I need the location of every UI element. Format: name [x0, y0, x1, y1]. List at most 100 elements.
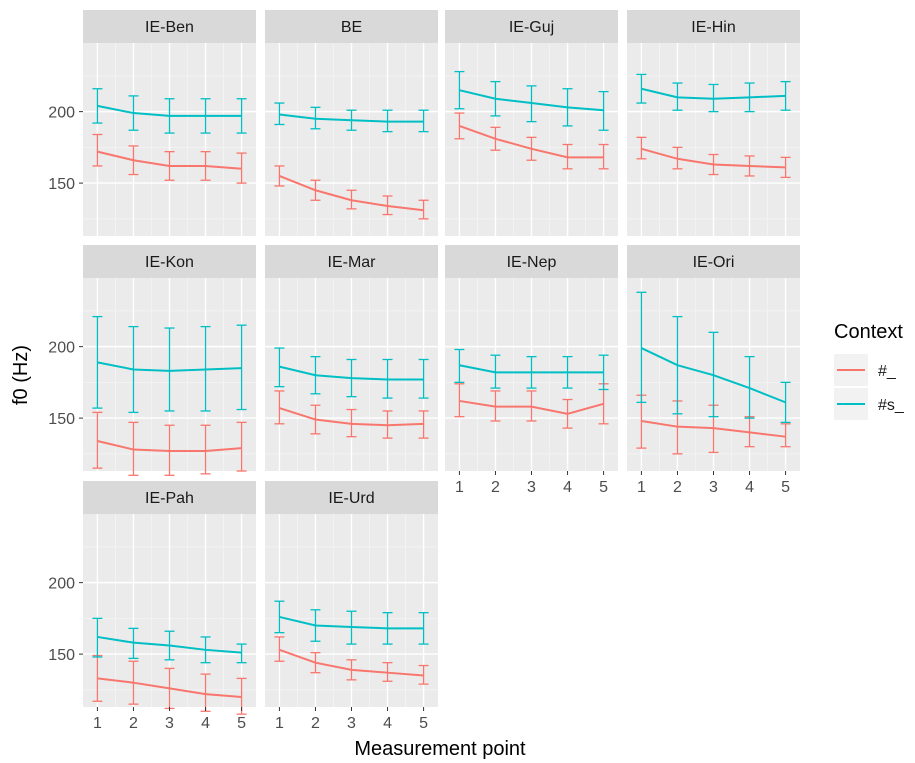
y-tick-label: 200: [48, 340, 75, 357]
series-hash: [274, 165, 429, 220]
facet-panel: IE-Nep: [445, 245, 618, 471]
facet-title: IE-Ben: [145, 19, 194, 36]
x-tick-label: 3: [347, 715, 356, 732]
x-tick-label: 3: [527, 479, 536, 496]
facet-strip: [445, 245, 618, 278]
x-tick-label: 4: [383, 715, 392, 732]
series-hash-s: [274, 347, 429, 399]
x-tick-label: 2: [491, 479, 500, 496]
facet-strip: [445, 10, 618, 43]
facet-panel: IE-Kon: [83, 245, 256, 476]
y-axis: 150 200 150 200 150 200: [48, 105, 83, 664]
series-line: [97, 150, 242, 170]
series-line: [97, 440, 242, 452]
y-tick-label: 150: [48, 176, 75, 193]
series-line: [279, 407, 424, 427]
x-tick-label: 1: [275, 715, 284, 732]
series-hash-s: [636, 73, 791, 113]
legend-label: #s_: [878, 397, 905, 414]
facet-strip: [627, 10, 800, 43]
facet-title: IE-Kon: [145, 254, 194, 271]
facet-title: IE-Mar: [328, 254, 377, 271]
x-tick-label: 1: [455, 479, 464, 496]
x-tick-label: 5: [237, 715, 246, 732]
facet-panel: IE-Ben: [83, 10, 256, 236]
series-line: [279, 113, 424, 123]
x-axis-title: Measurement point: [354, 738, 526, 760]
series-line: [459, 89, 604, 112]
series-hash-s: [454, 348, 609, 391]
legend: Context #_ #s_: [834, 321, 905, 420]
facet-panel: IE-Ori: [627, 245, 800, 471]
series-line: [279, 615, 424, 630]
series-hash: [454, 112, 609, 170]
series-hash: [454, 383, 609, 429]
y-tick-label: 150: [48, 411, 75, 428]
x-tick-label: 2: [311, 715, 320, 732]
series-line: [641, 87, 786, 100]
x-axis: 1 2 3 4 5 1 2 3 4 5 1 2 3 4 5 1 2 3 4 5: [93, 471, 790, 732]
facet-strip: [627, 245, 800, 278]
facet-panel: IE-Urd: [265, 481, 438, 707]
series-line: [641, 147, 786, 169]
y-tick-label: 150: [48, 647, 75, 664]
series-line: [97, 677, 242, 698]
series-hash: [274, 390, 429, 439]
x-tick-label: 5: [419, 715, 428, 732]
series-line: [97, 361, 242, 372]
chart-panels: IE-Ben BE IE-Guj IE-Hin IE-Kon IE-Mar IE-Nep IE…: [83, 10, 800, 715]
x-tick-label: 3: [709, 479, 718, 496]
series-hash-s: [274, 600, 429, 645]
series-hash-s: [92, 315, 247, 414]
facet-title: IE-Hin: [691, 19, 735, 36]
x-tick-label: 4: [201, 715, 210, 732]
facet-title: IE-Ori: [693, 254, 735, 271]
facet-title: BE: [341, 19, 362, 36]
series-line: [279, 648, 424, 677]
x-tick-label: 2: [673, 479, 682, 496]
series-hash-s: [274, 102, 429, 133]
series-line: [279, 175, 424, 212]
series-line: [459, 364, 604, 374]
x-tick-label: 3: [165, 715, 174, 732]
facet-strip: [83, 245, 256, 278]
series-line: [97, 104, 242, 117]
series-line: [459, 124, 604, 159]
x-tick-label: 1: [637, 479, 646, 496]
series-line: [459, 399, 604, 415]
series-line: [279, 365, 424, 381]
facet-panel: IE-Hin: [627, 10, 800, 236]
x-tick-label: 5: [599, 479, 608, 496]
series-hash-s: [92, 88, 247, 134]
series-hash: [92, 654, 247, 715]
x-tick-label: 2: [129, 715, 138, 732]
series-line: [97, 635, 242, 654]
facet-panel: IE-Pah: [83, 481, 256, 715]
series-hash: [636, 394, 791, 455]
series-hash-s: [636, 291, 791, 424]
facet-strip: [265, 10, 438, 43]
series-line: [641, 419, 786, 438]
facet-title: IE-Pah: [145, 490, 194, 507]
y-axis-title: f0 (Hz): [10, 345, 32, 405]
series-hash-s: [454, 70, 609, 131]
series-line: [640, 347, 786, 404]
series-hash: [92, 411, 247, 476]
facet-strip: [265, 481, 438, 514]
facet-strip: [83, 10, 256, 43]
series-hash: [92, 133, 247, 184]
legend-label: #_: [878, 363, 897, 380]
y-tick-label: 200: [48, 576, 75, 593]
x-tick-label: 4: [745, 479, 754, 496]
facet-strip: [265, 245, 438, 278]
legend-title: Context: [834, 321, 903, 343]
facet-title: IE-Nep: [507, 254, 557, 271]
facet-title: IE-Guj: [509, 19, 554, 36]
facet-panel: IE-Mar: [265, 245, 438, 471]
series-hash: [636, 136, 791, 179]
facet-panel: IE-Guj: [445, 10, 618, 236]
x-tick-label: 4: [563, 479, 572, 496]
y-tick-label: 200: [48, 105, 75, 122]
series-hash: [274, 636, 429, 685]
